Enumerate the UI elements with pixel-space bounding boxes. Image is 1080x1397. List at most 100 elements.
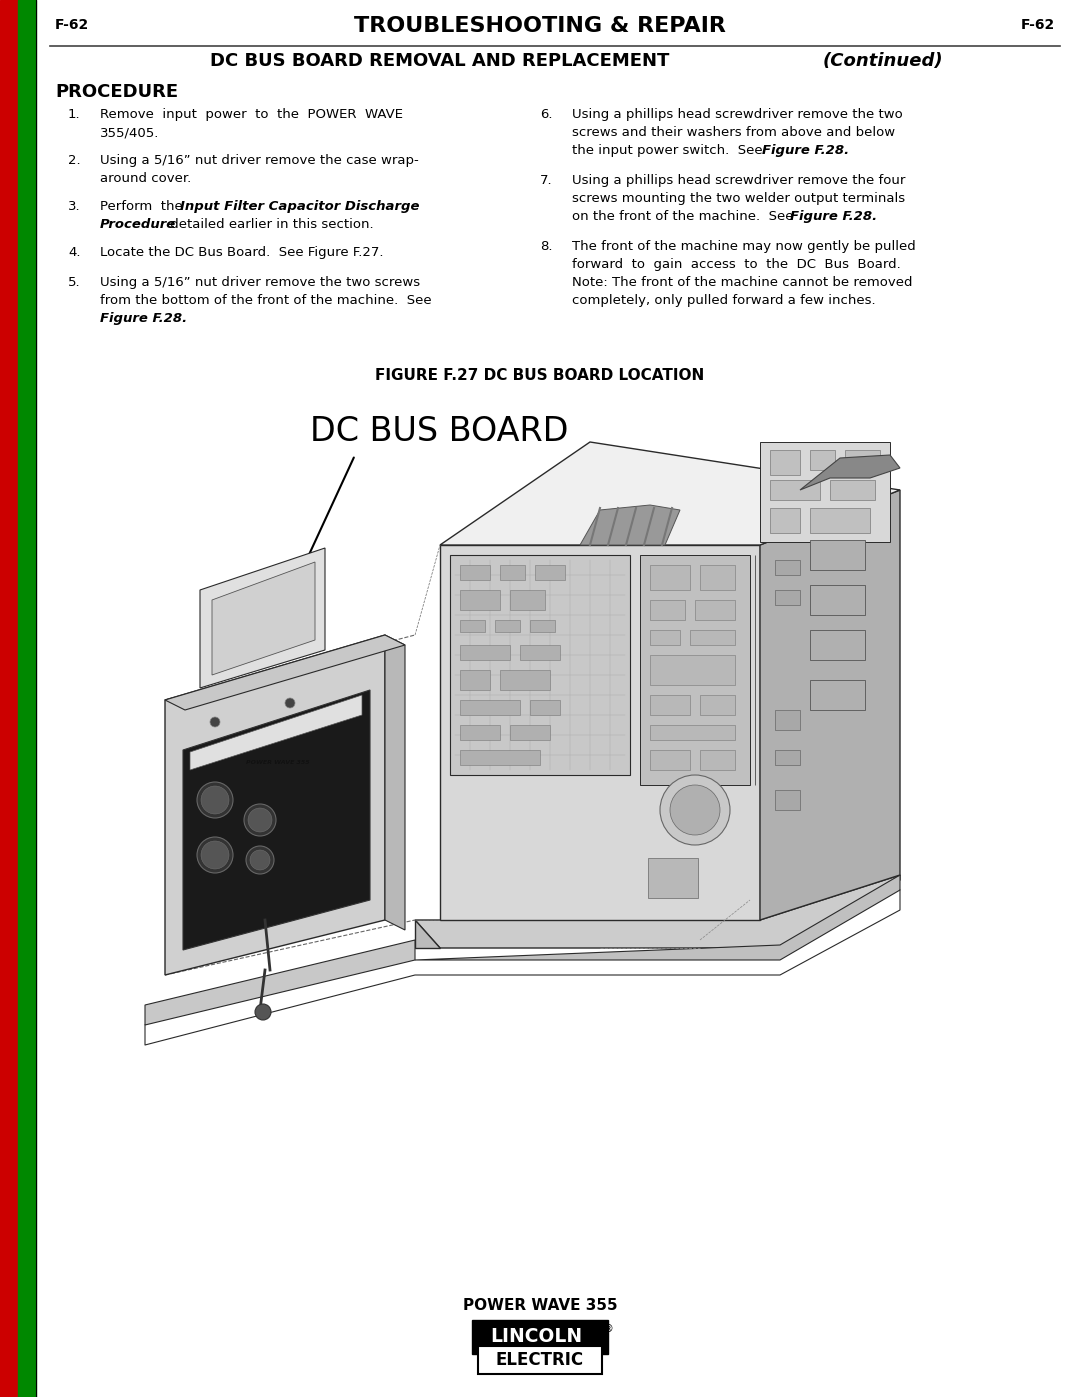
Polygon shape: [415, 921, 440, 949]
Circle shape: [670, 785, 720, 835]
Circle shape: [210, 717, 220, 726]
Text: Return to Section TOC: Return to Section TOC: [4, 1097, 14, 1203]
Bar: [460, 620, 485, 631]
Polygon shape: [145, 940, 415, 1025]
Bar: [696, 599, 735, 620]
Text: Note: The front of the machine cannot be removed: Note: The front of the machine cannot be…: [572, 277, 913, 289]
Bar: [775, 710, 800, 731]
Text: Figure F.28.: Figure F.28.: [762, 144, 849, 156]
Bar: [700, 750, 735, 770]
Bar: [775, 750, 800, 766]
Bar: [775, 789, 800, 810]
Circle shape: [201, 787, 229, 814]
Text: POWER WAVE 355: POWER WAVE 355: [462, 1298, 618, 1313]
Circle shape: [285, 698, 295, 708]
Bar: [810, 630, 865, 659]
Bar: [450, 555, 630, 775]
Polygon shape: [415, 875, 900, 960]
Polygon shape: [440, 441, 900, 545]
Text: 5.: 5.: [68, 277, 81, 289]
Circle shape: [248, 807, 272, 833]
Bar: [650, 694, 690, 715]
Circle shape: [197, 782, 233, 819]
Bar: [648, 858, 698, 898]
Bar: [495, 620, 519, 631]
Bar: [535, 564, 565, 580]
Text: 4.: 4.: [68, 246, 81, 258]
Text: Using a 5/16” nut driver remove the case wrap-: Using a 5/16” nut driver remove the case…: [100, 154, 419, 168]
Text: F-62: F-62: [55, 18, 90, 32]
Text: completely, only pulled forward a few inches.: completely, only pulled forward a few in…: [572, 293, 876, 307]
Text: 7.: 7.: [540, 175, 553, 187]
Text: The front of the machine may now gently be pulled: The front of the machine may now gently …: [572, 240, 916, 253]
Bar: [530, 620, 555, 631]
Bar: [460, 725, 500, 740]
Bar: [810, 541, 865, 570]
Bar: [460, 671, 490, 690]
Bar: [460, 590, 500, 610]
Bar: [810, 585, 865, 615]
Bar: [460, 750, 540, 766]
Polygon shape: [415, 875, 900, 949]
Text: 3.: 3.: [68, 200, 81, 212]
Text: 8.: 8.: [540, 240, 553, 253]
Bar: [770, 450, 800, 475]
Bar: [810, 450, 835, 469]
Bar: [650, 655, 735, 685]
Text: TROUBLESHOOTING & REPAIR: TROUBLESHOOTING & REPAIR: [354, 15, 726, 36]
Text: the input power switch.  See: the input power switch. See: [572, 144, 767, 156]
Bar: [519, 645, 561, 659]
Text: detailed earlier in this section.: detailed earlier in this section.: [166, 218, 374, 231]
Text: FIGURE F.27 DC BUS BOARD LOCATION: FIGURE F.27 DC BUS BOARD LOCATION: [376, 367, 704, 383]
Bar: [460, 645, 510, 659]
Text: 6.: 6.: [540, 108, 553, 122]
Text: on the front of the machine.  See: on the front of the machine. See: [572, 210, 798, 224]
Bar: [810, 509, 870, 534]
Bar: [460, 700, 519, 715]
Bar: [510, 725, 550, 740]
Bar: [770, 481, 820, 500]
Text: 2.: 2.: [68, 154, 81, 168]
Bar: [770, 509, 800, 534]
Text: screws and their washers from above and below: screws and their washers from above and …: [572, 126, 895, 138]
Text: Locate the DC Bus Board.  See Figure F.27.: Locate the DC Bus Board. See Figure F.27…: [100, 246, 383, 258]
Text: Return to Section TOC: Return to Section TOC: [4, 457, 14, 563]
Text: Return to Master TOC: Return to Master TOC: [23, 458, 31, 562]
Text: ELECTRIC: ELECTRIC: [496, 1351, 584, 1369]
Text: DC BUS BOARD REMOVAL AND REPLACEMENT: DC BUS BOARD REMOVAL AND REPLACEMENT: [211, 52, 670, 70]
Bar: [810, 680, 865, 710]
Polygon shape: [212, 562, 315, 675]
Bar: [650, 630, 680, 645]
Bar: [18, 0, 36, 1397]
Bar: [650, 725, 735, 740]
Text: Return to Master TOC: Return to Master TOC: [23, 119, 31, 222]
Bar: [775, 560, 800, 576]
Text: (Continued): (Continued): [823, 52, 944, 70]
Text: 1.: 1.: [68, 108, 81, 122]
Text: ®: ®: [604, 1324, 613, 1334]
Circle shape: [660, 775, 730, 845]
Bar: [640, 555, 750, 785]
Bar: [0, 0, 18, 1397]
Bar: [650, 750, 690, 770]
Polygon shape: [165, 636, 405, 710]
Bar: [530, 700, 561, 715]
Text: DC BUS BOARD: DC BUS BOARD: [310, 415, 568, 448]
Text: Figure F.28.: Figure F.28.: [100, 312, 187, 326]
Text: Perform  the: Perform the: [100, 200, 187, 212]
Bar: [500, 564, 525, 580]
Polygon shape: [384, 636, 405, 930]
Text: Using a phillips head screwdriver remove the two: Using a phillips head screwdriver remove…: [572, 108, 903, 122]
Circle shape: [197, 837, 233, 873]
Bar: [500, 671, 550, 690]
Text: Procedure: Procedure: [100, 218, 176, 231]
Bar: [760, 441, 890, 542]
Bar: [845, 450, 880, 469]
Text: Figure F.28.: Figure F.28.: [789, 210, 877, 224]
Polygon shape: [165, 636, 384, 975]
Bar: [700, 564, 735, 590]
Text: around cover.: around cover.: [100, 172, 191, 184]
Text: Return to Master TOC: Return to Master TOC: [23, 778, 31, 882]
Bar: [700, 694, 735, 715]
Text: LINCOLN: LINCOLN: [490, 1327, 582, 1347]
